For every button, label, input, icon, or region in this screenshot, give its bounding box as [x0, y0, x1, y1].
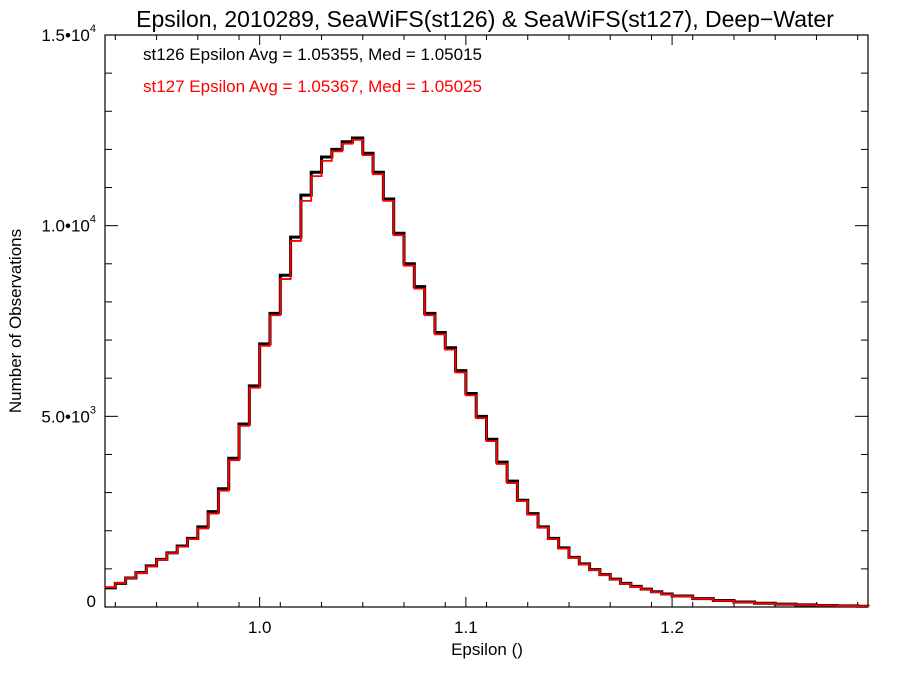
y-tick-exponent: 4	[90, 214, 96, 226]
series-layer	[105, 136, 870, 608]
y-tick-exponent: 3	[90, 404, 96, 416]
y-tick-mantissa: 0	[87, 592, 96, 611]
series-line-0	[105, 136, 870, 608]
x-axis-label: Epsilon ()	[451, 640, 523, 659]
y-axis-label: Number of Observations	[6, 229, 25, 413]
y-tick-label: 5.0•103	[41, 404, 96, 426]
y-tick-mantissa: 1.5•10	[41, 26, 90, 45]
series-line-1	[105, 138, 869, 608]
x-tick-label: 1.2	[660, 618, 684, 637]
y-tick-exponent: 4	[90, 23, 96, 35]
y-tick-label: 1.5•104	[41, 23, 96, 45]
y-tick-mantissa: 5.0•10	[41, 407, 90, 426]
y-tick-mantissa: 1.0•10	[41, 217, 90, 236]
plot-frame	[104, 34, 869, 608]
annotation-st126: st126 Epsilon Avg = 1.05355, Med = 1.050…	[143, 45, 482, 64]
chart-title: Epsilon, 2010289, SeaWiFS(st126) & SeaWi…	[136, 6, 834, 32]
x-axis-ticks: 1.0 1.1 1.2	[114, 35, 859, 637]
y-tick-label: 1.0•104	[41, 214, 96, 236]
annotation-st127: st127 Epsilon Avg = 1.05367, Med = 1.050…	[143, 77, 482, 96]
x-tick-label: 1.1	[454, 618, 478, 637]
y-tick-label: 0	[87, 592, 96, 611]
x-tick-label: 1.0	[248, 618, 272, 637]
